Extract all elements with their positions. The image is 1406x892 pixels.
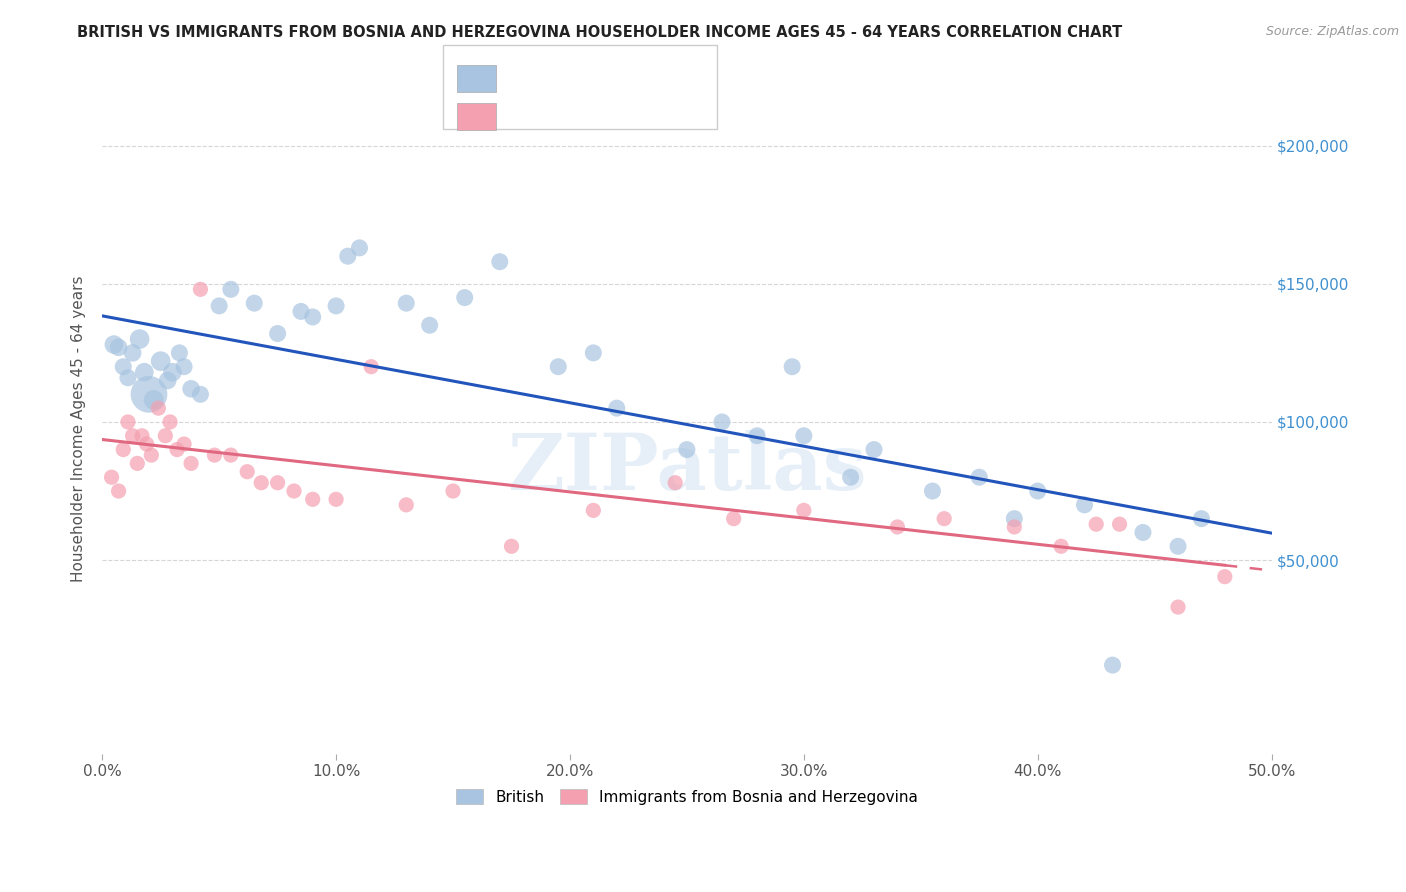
Point — [250, 475, 273, 490]
Point — [107, 483, 129, 498]
Point — [780, 359, 803, 374]
Point — [325, 299, 347, 313]
Point — [745, 429, 768, 443]
Point — [112, 359, 135, 374]
Point — [1002, 511, 1025, 525]
Text: R = -0.435   N = 48: R = -0.435 N = 48 — [508, 71, 681, 86]
Point — [441, 483, 464, 498]
Point — [793, 429, 815, 443]
Point — [208, 299, 231, 313]
Point — [141, 448, 163, 462]
Point — [159, 415, 181, 429]
Point — [266, 475, 288, 490]
Point — [921, 483, 943, 498]
Point — [1085, 517, 1108, 532]
Point — [148, 401, 170, 416]
Point — [839, 470, 862, 484]
Point — [266, 326, 288, 341]
Point — [723, 511, 745, 525]
Point — [283, 483, 305, 498]
Point — [1167, 539, 1189, 553]
Point — [454, 291, 477, 305]
Point — [135, 437, 157, 451]
Point — [301, 492, 323, 507]
Point — [138, 387, 160, 401]
Point — [180, 382, 202, 396]
Point — [243, 296, 266, 310]
Point — [664, 475, 686, 490]
Point — [676, 442, 699, 457]
Point — [236, 465, 259, 479]
Point — [173, 437, 195, 451]
Point — [169, 346, 191, 360]
Point — [117, 370, 139, 384]
Point — [134, 365, 156, 379]
Point — [886, 520, 908, 534]
Point — [204, 448, 226, 462]
Point — [1002, 520, 1025, 534]
Point — [547, 359, 569, 374]
Point — [142, 392, 165, 407]
Point — [395, 296, 418, 310]
Text: Source: ZipAtlas.com: Source: ZipAtlas.com — [1265, 25, 1399, 38]
Point — [180, 457, 202, 471]
Point — [488, 254, 510, 268]
Point — [128, 332, 150, 346]
Point — [1213, 570, 1236, 584]
Point — [934, 511, 956, 525]
Point — [419, 318, 441, 333]
Y-axis label: Householder Income Ages 45 - 64 years: Householder Income Ages 45 - 64 years — [72, 276, 86, 582]
Point — [112, 442, 135, 457]
Point — [1101, 658, 1123, 673]
Point — [710, 415, 733, 429]
Point — [863, 442, 886, 457]
Point — [582, 503, 605, 517]
Point — [156, 374, 179, 388]
Point — [149, 354, 172, 368]
Point — [1108, 517, 1130, 532]
Point — [131, 429, 153, 443]
Point — [606, 401, 628, 416]
Point — [127, 457, 149, 471]
Point — [1073, 498, 1095, 512]
Text: BRITISH VS IMMIGRANTS FROM BOSNIA AND HERZEGOVINA HOUSEHOLDER INCOME AGES 45 - 6: BRITISH VS IMMIGRANTS FROM BOSNIA AND HE… — [77, 25, 1122, 40]
Point — [117, 415, 139, 429]
Point — [582, 346, 605, 360]
Point — [793, 503, 815, 517]
Point — [173, 359, 195, 374]
Point — [1026, 483, 1049, 498]
Point — [155, 429, 177, 443]
Point — [336, 249, 359, 263]
Point — [967, 470, 990, 484]
Point — [395, 498, 418, 512]
Point — [162, 365, 184, 379]
Point — [325, 492, 347, 507]
Point — [1132, 525, 1154, 540]
Point — [121, 346, 143, 360]
Point — [190, 282, 212, 296]
Point — [219, 282, 242, 296]
Point — [100, 470, 122, 484]
Legend: British, Immigrants from Bosnia and Herzegovina: British, Immigrants from Bosnia and Herz… — [450, 782, 924, 811]
Point — [1167, 600, 1189, 615]
Point — [107, 340, 129, 354]
Point — [349, 241, 371, 255]
Point — [290, 304, 312, 318]
Point — [360, 359, 382, 374]
Text: ZIPatlas: ZIPatlas — [508, 430, 866, 506]
Point — [1050, 539, 1073, 553]
Point — [301, 310, 323, 324]
Point — [103, 337, 125, 351]
Point — [121, 429, 143, 443]
Point — [166, 442, 188, 457]
Point — [219, 448, 242, 462]
Point — [501, 539, 523, 553]
Point — [1189, 511, 1212, 525]
Text: R = -0.377   N = 40: R = -0.377 N = 40 — [508, 109, 681, 124]
Point — [190, 387, 212, 401]
